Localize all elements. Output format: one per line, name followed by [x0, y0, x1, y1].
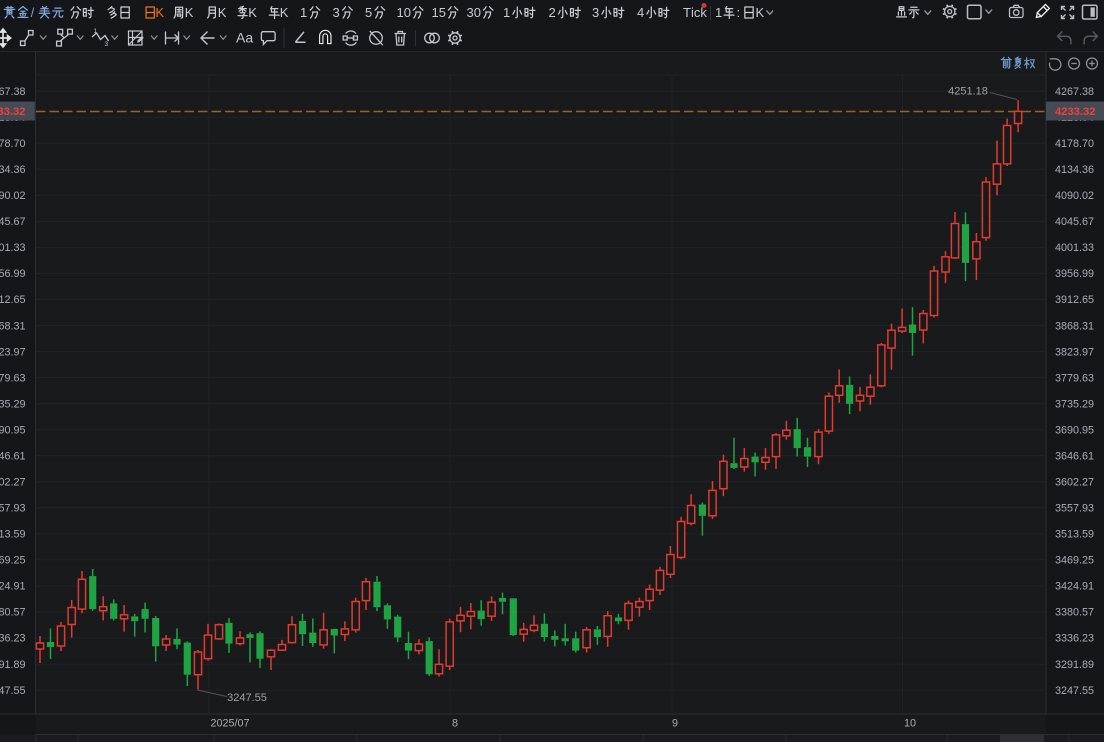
- svg-text:3956.99: 3956.99: [1055, 268, 1094, 280]
- svg-text:24.91: 24.91: [0, 581, 26, 593]
- svg-text:1: 1: [715, 5, 722, 20]
- svg-text:91.89: 91.89: [0, 659, 26, 671]
- svg-text:4178.70: 4178.70: [1055, 138, 1094, 150]
- svg-text:2025/07: 2025/07: [210, 718, 249, 730]
- svg-text:90.02: 90.02: [0, 190, 26, 202]
- svg-text:4134.36: 4134.36: [1055, 164, 1094, 176]
- svg-text:10: 10: [397, 5, 411, 20]
- svg-text:02.27: 02.27: [0, 477, 26, 489]
- svg-text:K: K: [155, 5, 164, 20]
- svg-text:4090.02: 4090.02: [1055, 190, 1094, 202]
- svg-text:3336.23: 3336.23: [1055, 633, 1094, 645]
- svg-text::: :: [737, 5, 741, 20]
- svg-text:3557.93: 3557.93: [1055, 503, 1094, 515]
- svg-text:4251.18: 4251.18: [948, 86, 988, 98]
- svg-text:3602.27: 3602.27: [1055, 477, 1094, 489]
- svg-text:9: 9: [672, 718, 678, 730]
- svg-text:1: 1: [300, 5, 307, 20]
- svg-text:4001.33: 4001.33: [1055, 242, 1094, 254]
- svg-text:8: 8: [452, 718, 458, 730]
- svg-text:5: 5: [365, 5, 372, 20]
- svg-text:10: 10: [904, 718, 916, 730]
- svg-text:56.99: 56.99: [0, 268, 26, 280]
- svg-text:90.95: 90.95: [0, 424, 26, 436]
- svg-text:3779.63: 3779.63: [1055, 372, 1094, 384]
- svg-text:57.93: 57.93: [0, 503, 26, 515]
- svg-text:47.55: 47.55: [0, 685, 26, 697]
- svg-text:4233.32: 4233.32: [1055, 106, 1095, 118]
- svg-text:67.38: 67.38: [0, 86, 26, 98]
- svg-text:1: 1: [503, 5, 510, 20]
- svg-text:K: K: [248, 5, 257, 20]
- svg-text:45.67: 45.67: [0, 216, 26, 228]
- svg-text:30: 30: [467, 5, 481, 20]
- svg-text:4: 4: [637, 5, 644, 20]
- svg-text:46.61: 46.61: [0, 451, 26, 463]
- svg-text:4267.38: 4267.38: [1055, 86, 1094, 98]
- svg-text:/: /: [31, 6, 35, 20]
- svg-text:35.29: 35.29: [0, 398, 26, 410]
- svg-text:Aa: Aa: [236, 30, 253, 46]
- svg-text:78.70: 78.70: [0, 138, 26, 150]
- svg-text:15: 15: [432, 5, 446, 20]
- svg-text:01.33: 01.33: [0, 242, 26, 254]
- svg-text:3: 3: [105, 41, 109, 48]
- svg-text:13.59: 13.59: [0, 529, 26, 541]
- svg-text:34.36: 34.36: [0, 164, 26, 176]
- svg-text:68.31: 68.31: [0, 320, 26, 332]
- svg-text:K: K: [218, 5, 227, 20]
- svg-text:3247.55: 3247.55: [1055, 685, 1094, 697]
- svg-text:3868.31: 3868.31: [1055, 320, 1094, 332]
- svg-text:3: 3: [592, 5, 599, 20]
- svg-text:1: 1: [94, 28, 98, 35]
- svg-text:12.65: 12.65: [0, 294, 26, 306]
- svg-text:3690.95: 3690.95: [1055, 424, 1094, 436]
- svg-text:3912.65: 3912.65: [1055, 294, 1094, 306]
- svg-text:3380.57: 3380.57: [1055, 607, 1094, 619]
- svg-text:80.57: 80.57: [0, 607, 26, 619]
- svg-text:3513.59: 3513.59: [1055, 529, 1094, 541]
- svg-text:3291.89: 3291.89: [1055, 659, 1094, 671]
- svg-text:3247.55: 3247.55: [227, 692, 267, 704]
- svg-text:4045.67: 4045.67: [1055, 216, 1094, 228]
- svg-text:33.32: 33.32: [0, 106, 26, 118]
- svg-text:3469.25: 3469.25: [1055, 555, 1094, 567]
- svg-text:3424.91: 3424.91: [1055, 581, 1094, 593]
- svg-text:K: K: [756, 5, 765, 20]
- svg-text:K: K: [280, 5, 289, 20]
- svg-text:36.23: 36.23: [0, 633, 26, 645]
- svg-text:23.97: 23.97: [0, 346, 26, 358]
- svg-text:2: 2: [549, 5, 556, 20]
- svg-text:3: 3: [333, 5, 340, 20]
- svg-text:69.25: 69.25: [0, 555, 26, 567]
- svg-text:Tick: Tick: [683, 5, 707, 20]
- svg-text:3646.61: 3646.61: [1055, 451, 1094, 463]
- svg-text:3735.29: 3735.29: [1055, 398, 1094, 410]
- svg-text:3823.97: 3823.97: [1055, 346, 1094, 358]
- svg-text:79.63: 79.63: [0, 372, 26, 384]
- svg-text:K: K: [185, 5, 194, 20]
